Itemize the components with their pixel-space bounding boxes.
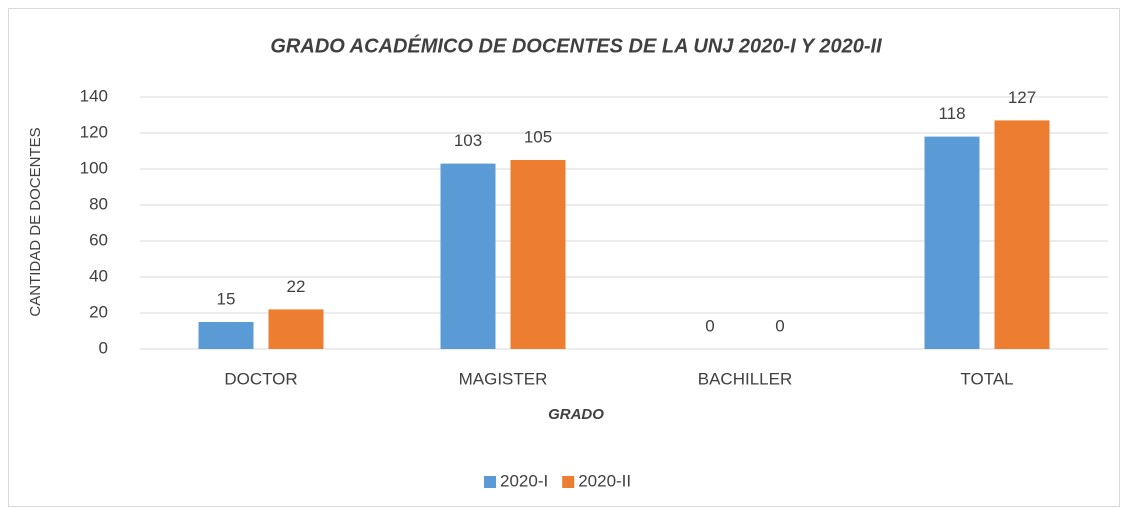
data-label: 127 [1008, 88, 1036, 107]
data-label: 0 [775, 316, 784, 335]
x-tick-label: MAGISTER [459, 369, 548, 388]
data-label: 15 [217, 289, 236, 308]
bar [440, 163, 496, 349]
legend-swatch [562, 476, 575, 488]
data-label: 118 [938, 104, 965, 123]
y-tick-label: 20 [89, 302, 108, 321]
y-tick-label: 100 [80, 158, 108, 177]
y-tick-label: 80 [89, 194, 108, 213]
y-tick-label: 140 [80, 86, 108, 105]
bar [994, 120, 1050, 350]
y-tick-label: 120 [80, 122, 108, 141]
bar [268, 309, 324, 349]
data-label: 22 [287, 277, 306, 296]
bar [510, 160, 566, 349]
legend-swatch [484, 476, 496, 488]
x-tick-label: TOTAL [960, 369, 1013, 388]
y-tick-label: 40 [89, 266, 108, 285]
data-label: 105 [524, 127, 552, 146]
y-axis-label: CANTIDAD DE DOCENTES [27, 127, 44, 316]
data-label: 0 [705, 316, 714, 335]
legend-label: 2020-I [500, 471, 548, 490]
legend-label: 2020-II [578, 471, 631, 490]
y-tick-label: 60 [89, 230, 108, 249]
bar [198, 322, 254, 349]
x-tick-label: BACHILLER [698, 369, 792, 388]
x-tick-label: DOCTOR [224, 369, 297, 388]
x-axis-label: GRADO [548, 406, 604, 423]
data-label: 103 [454, 131, 482, 150]
chart-title: GRADO ACADÉMICO DE DOCENTES DE LA UNJ 20… [270, 34, 882, 57]
y-tick-label: 0 [99, 338, 108, 357]
bar [924, 136, 980, 349]
